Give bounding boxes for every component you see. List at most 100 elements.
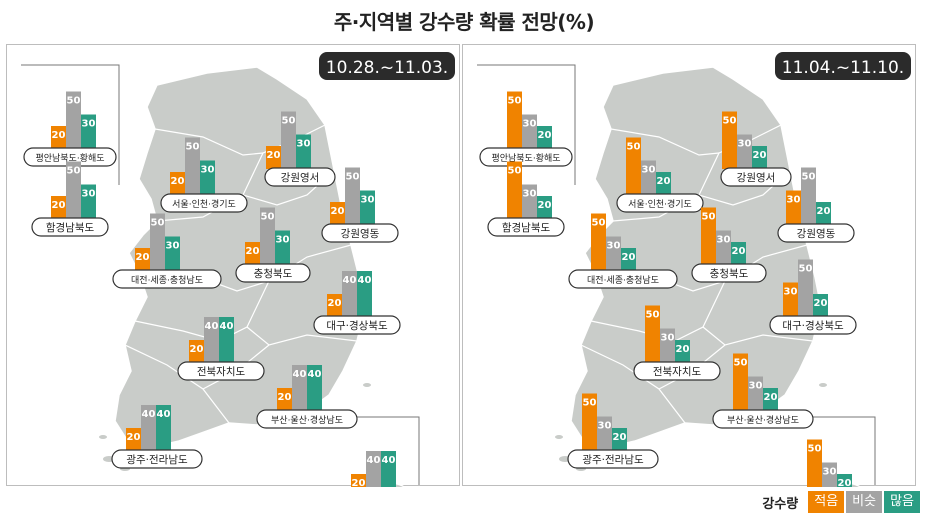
bar xyxy=(126,428,141,451)
region-label: 함경남북도 xyxy=(46,221,95,234)
bar xyxy=(733,353,748,411)
bar xyxy=(716,230,731,265)
region-label: 광주·전라남도 xyxy=(126,454,188,466)
bar xyxy=(813,294,828,317)
bar xyxy=(798,259,813,317)
region-label: 강원영동 xyxy=(341,228,380,240)
bar-value-label: 20 xyxy=(127,432,141,443)
region-label: 충청북도 xyxy=(710,268,749,280)
bar-value-label: 50 xyxy=(799,264,813,275)
bar xyxy=(763,388,778,411)
bar xyxy=(816,202,831,225)
bar xyxy=(275,230,290,265)
bar-value-label: 20 xyxy=(676,344,690,355)
bar-value-label: 50 xyxy=(802,172,816,183)
region-label-box xyxy=(111,449,203,469)
bar-value-label: 20 xyxy=(52,130,66,141)
bar-value-label: 50 xyxy=(346,172,360,183)
bar-value-label: 30 xyxy=(598,421,612,432)
bar xyxy=(66,161,81,219)
region-label: 대구·경상북도 xyxy=(782,319,844,332)
bar xyxy=(381,451,396,487)
region-group: 30 50 20 대구·경상북도 xyxy=(769,259,857,335)
bar xyxy=(51,126,66,149)
bar xyxy=(245,242,260,265)
bar-value-label: 20 xyxy=(817,206,831,217)
bar-value-label: 30 xyxy=(201,165,215,176)
bar xyxy=(330,202,345,225)
bar xyxy=(141,405,156,451)
region-label: 서울·인천·경기도 xyxy=(172,198,236,210)
region-label: 함경남북도 xyxy=(502,221,551,234)
bar xyxy=(807,439,822,487)
region-group: 20 40 40 광주·전라남도 xyxy=(111,405,203,469)
north-inset-frame xyxy=(477,64,576,185)
bar xyxy=(357,271,372,317)
region-label-box xyxy=(720,167,792,187)
region-label-box xyxy=(313,315,401,335)
forecast-panel-week1: 10.28.~11.03. 20 50 30 평안남북도·황해도 20 50 30 함경남북도 2… xyxy=(6,44,460,487)
bar xyxy=(597,416,612,451)
bar xyxy=(591,213,606,271)
region-label: 전북자치도 xyxy=(653,366,702,378)
region-group: 20 40 40 부산·울산·경상남도 xyxy=(256,365,358,429)
bar xyxy=(292,365,307,411)
bar-value-label: 30 xyxy=(784,287,798,298)
region-label: 강원영서 xyxy=(737,172,776,184)
bar xyxy=(786,190,801,225)
region-label-box xyxy=(568,269,678,289)
bar xyxy=(582,393,597,451)
bar-value-label: 20 xyxy=(52,200,66,211)
bar xyxy=(170,172,185,195)
region-label-box xyxy=(691,263,767,283)
jeju-inset-frame xyxy=(339,416,420,485)
bar xyxy=(722,111,737,169)
region-label-box xyxy=(264,167,336,187)
period-label: 11.04.~11.10. xyxy=(782,58,904,78)
bar xyxy=(537,126,552,149)
bar xyxy=(783,282,798,317)
bar-value-label: 30 xyxy=(82,189,96,200)
bar xyxy=(327,294,342,317)
bar-value-label: 30 xyxy=(749,381,763,392)
bar xyxy=(51,196,66,219)
region-label: 서울·인천·경기도 xyxy=(628,198,692,210)
region-group: 20 50 30 대전·세종·충청남도 xyxy=(112,213,222,289)
region-label: 대전·세종·충청남도 xyxy=(131,275,203,286)
bar-value-label: 30 xyxy=(717,235,731,246)
bar-value-label: 50 xyxy=(67,166,81,177)
bar xyxy=(266,146,281,169)
bar xyxy=(360,190,375,225)
legend-item-similar: 비슷 xyxy=(846,491,883,513)
bar-value-label: 50 xyxy=(627,142,641,153)
bar xyxy=(748,376,763,411)
legend: 강수량 적음 비슷 많음 xyxy=(762,491,920,513)
bar-value-label: 30 xyxy=(607,241,621,252)
region-label: 전북자치도 xyxy=(197,366,246,378)
bar-value-label: 40 xyxy=(358,275,372,286)
region-group: 20 50 30 서울·인천·경기도 xyxy=(160,137,248,213)
bar xyxy=(185,137,200,195)
region-label: 부산·울산·경상남도 xyxy=(727,414,799,426)
region-label-box xyxy=(769,315,857,335)
bar xyxy=(281,111,296,169)
bar-value-label: 20 xyxy=(267,150,281,161)
bar xyxy=(342,271,357,317)
bar xyxy=(801,167,816,225)
bar-value-label: 30 xyxy=(166,241,180,252)
bar-value-label: 40 xyxy=(308,369,322,380)
bar-value-label: 50 xyxy=(734,358,748,369)
bar xyxy=(507,161,522,219)
bar xyxy=(277,388,292,411)
bar xyxy=(626,137,641,195)
bar xyxy=(81,184,96,219)
bar xyxy=(296,134,311,169)
bar-value-label: 50 xyxy=(702,212,716,223)
bar-value-label: 20 xyxy=(538,130,552,141)
bar-value-label: 20 xyxy=(753,150,767,161)
bar-value-label: 20 xyxy=(171,176,185,187)
